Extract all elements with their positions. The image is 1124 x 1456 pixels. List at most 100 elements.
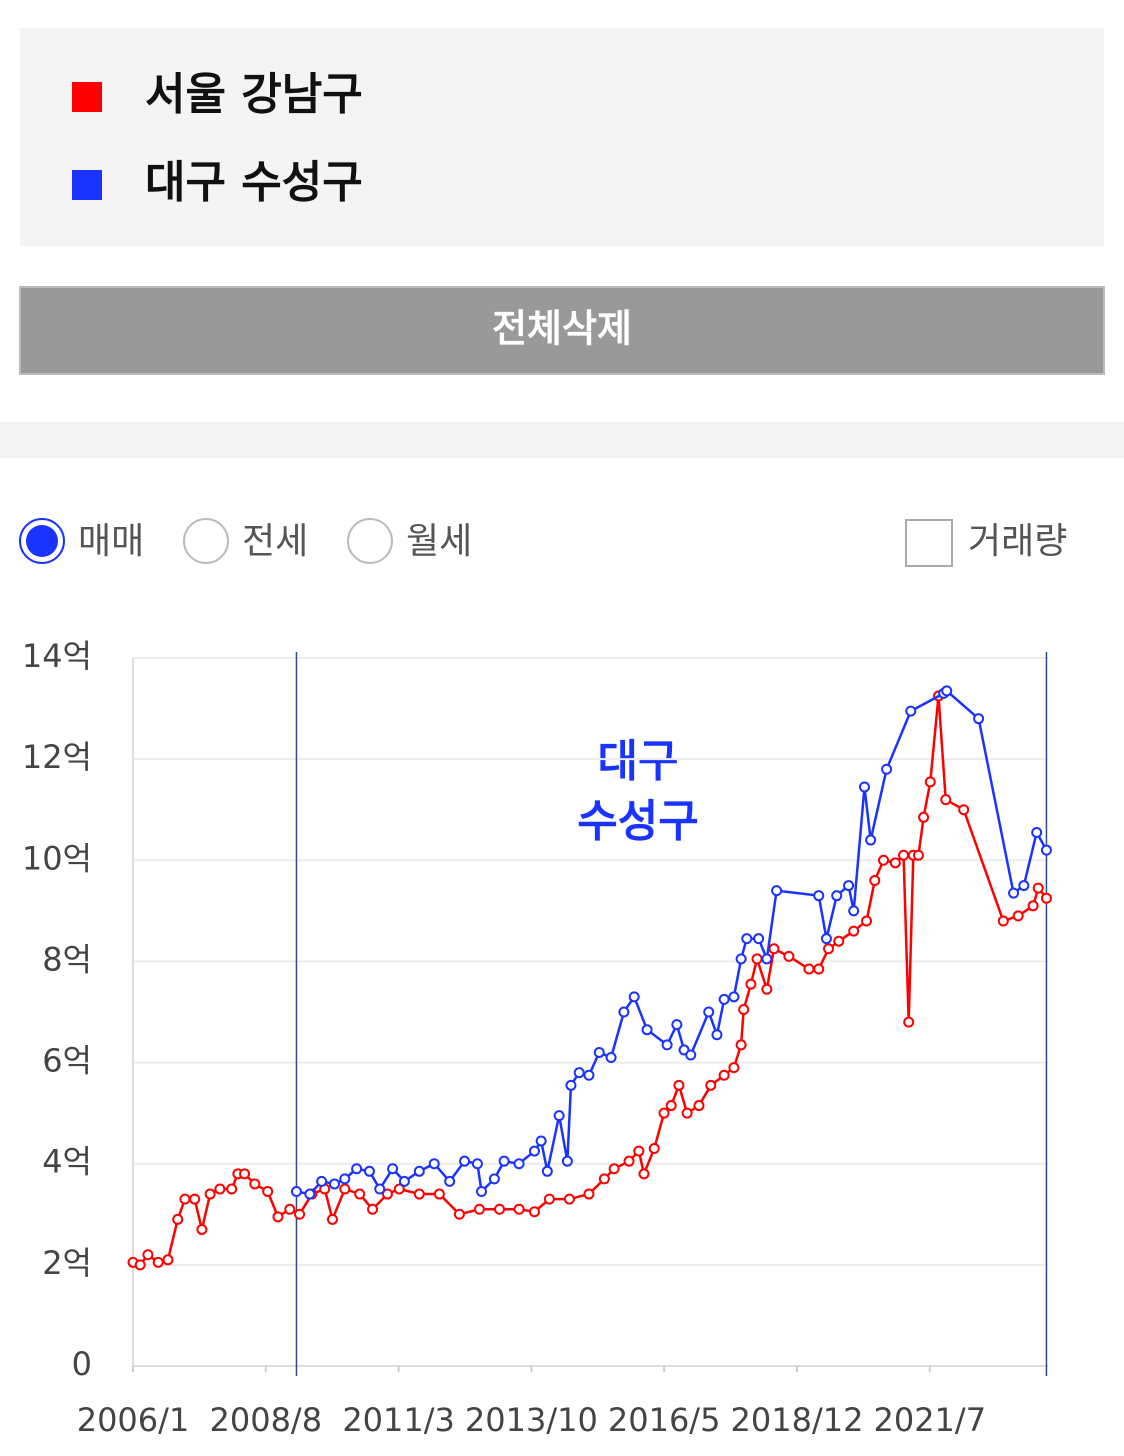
data-point — [393, 1183, 405, 1195]
data-point — [339, 1183, 351, 1195]
data-point — [703, 1006, 715, 1018]
radio[interactable] — [347, 518, 393, 564]
data-point — [628, 991, 640, 1003]
data-point — [513, 1158, 525, 1170]
data-point — [494, 1203, 506, 1215]
data-point — [738, 1003, 750, 1015]
data-point — [881, 763, 893, 775]
data-point — [172, 1213, 184, 1225]
data-point — [204, 1188, 216, 1200]
data-point — [428, 1158, 440, 1170]
data-point — [848, 925, 860, 937]
data-point — [226, 1183, 238, 1195]
data-point — [693, 1100, 705, 1112]
data-point — [671, 1019, 683, 1031]
data-point — [1027, 900, 1039, 912]
data-point — [641, 1024, 653, 1036]
data-point — [354, 1188, 366, 1200]
data-point — [869, 875, 881, 887]
data-point — [563, 1193, 575, 1205]
radio-label[interactable]: 전세 — [242, 521, 308, 562]
data-point — [673, 1079, 685, 1091]
data-point — [898, 849, 910, 861]
data-point — [903, 1016, 915, 1028]
data-point — [398, 1175, 410, 1187]
data-point — [768, 943, 780, 955]
data-point — [705, 1079, 717, 1091]
checkbox[interactable] — [905, 519, 953, 567]
data-point — [718, 1069, 730, 1081]
data-point — [413, 1165, 425, 1177]
button-label[interactable]: 전체삭제 — [492, 307, 632, 351]
checkbox-label[interactable]: 거래량 — [968, 521, 1067, 562]
data-point — [623, 1155, 635, 1167]
data-point — [753, 933, 765, 945]
data-point — [1040, 892, 1052, 904]
annotation: 수성구 — [577, 796, 698, 847]
data-point — [473, 1203, 485, 1215]
data-point — [728, 991, 740, 1003]
data-point — [803, 963, 815, 975]
data-point — [294, 1208, 306, 1220]
x-tick-label: 2018/12 — [731, 1401, 864, 1439]
data-point — [339, 1173, 351, 1185]
radio-label[interactable]: 월세 — [406, 521, 472, 562]
data-point — [1032, 882, 1044, 894]
data-point — [543, 1193, 555, 1205]
data-point — [761, 983, 773, 995]
y-tick-label: 2억 — [42, 1244, 92, 1282]
data-point — [761, 953, 773, 965]
radio[interactable] — [183, 518, 229, 564]
data-point — [573, 1067, 585, 1079]
data-point — [363, 1165, 375, 1177]
delete-all-button[interactable]: 전체삭제 — [19, 286, 1105, 375]
data-point — [553, 1110, 565, 1122]
data-point — [374, 1183, 386, 1195]
data-point — [152, 1256, 164, 1268]
data-point — [488, 1173, 500, 1185]
data-point — [633, 1145, 645, 1157]
data-point — [940, 794, 952, 806]
series-line — [132, 695, 1048, 1267]
data-point — [924, 776, 936, 788]
y-tick-label: 8억 — [42, 940, 92, 978]
data-point — [541, 1165, 553, 1177]
radio-dot[interactable] — [26, 525, 58, 557]
data-point — [444, 1175, 456, 1187]
legend-label: 서울 강남구 — [145, 69, 363, 120]
data-point — [387, 1163, 399, 1175]
data-point — [528, 1145, 540, 1157]
data-point — [783, 950, 795, 962]
data-point — [1018, 880, 1030, 892]
data-point — [661, 1039, 673, 1051]
y-tick-label: 10억 — [22, 839, 92, 877]
data-point — [189, 1193, 201, 1205]
separator — [0, 422, 1124, 458]
data-point — [735, 1039, 747, 1051]
data-point — [728, 1062, 740, 1074]
y-tick-label: 14억 — [22, 637, 92, 675]
data-point — [1040, 844, 1052, 856]
data-point — [831, 890, 843, 902]
data-point — [865, 834, 877, 846]
data-point — [413, 1188, 425, 1200]
data-point — [565, 1079, 577, 1091]
data-point — [249, 1178, 261, 1190]
data-point — [958, 804, 970, 816]
radio-label[interactable]: 매매 — [78, 521, 144, 562]
data-point — [820, 933, 832, 945]
data-point — [593, 1046, 605, 1058]
data-point — [918, 811, 930, 823]
data-point — [498, 1155, 510, 1167]
data-point — [751, 953, 763, 965]
data-point — [848, 905, 860, 917]
button-bg[interactable] — [19, 286, 1105, 375]
x-tick-label: 2006/1 — [77, 1401, 190, 1439]
data-point — [997, 915, 1009, 927]
legend-box — [20, 28, 1104, 246]
data-point — [476, 1186, 488, 1198]
y-tick-label: 4억 — [42, 1143, 92, 1181]
data-point — [471, 1158, 483, 1170]
options: 매매 전세 월세 — [19, 518, 472, 564]
x-tick-label: 2021/7 — [873, 1401, 986, 1439]
